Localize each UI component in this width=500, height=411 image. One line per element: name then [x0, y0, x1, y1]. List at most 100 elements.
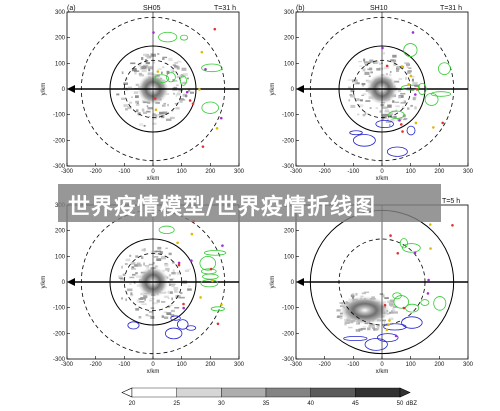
- green-contour: [201, 101, 219, 114]
- x-tick-label: 300: [234, 362, 245, 368]
- green-contour: [179, 75, 187, 86]
- lightning-marker: [414, 121, 418, 125]
- lightning-marker: [219, 116, 223, 120]
- blue-contour: [401, 316, 423, 329]
- panel-a-label: (a): [67, 5, 76, 12]
- y-tick-label: 0: [62, 87, 66, 93]
- lightning-marker: [177, 261, 181, 265]
- lightning-marker: [185, 90, 189, 94]
- green-contour: [210, 306, 225, 312]
- x-tick-label: -200: [90, 362, 103, 368]
- y-axis-label: y/km: [41, 276, 47, 289]
- x-tick-label: 100: [177, 362, 188, 368]
- x-tick-label: -300: [61, 362, 74, 368]
- x-tick-label: 100: [177, 169, 188, 175]
- x-tick-label: -200: [90, 169, 103, 175]
- panel-a-title: SH05: [143, 5, 161, 12]
- lightning-contours: [349, 31, 452, 157]
- y-tick-label: 100: [55, 254, 66, 260]
- lightning-marker: [199, 296, 202, 299]
- lightning-marker: [209, 267, 213, 271]
- lightning-marker: [451, 223, 454, 227]
- y-tick-label: 200: [284, 229, 295, 235]
- blue-contour: [170, 315, 181, 321]
- lightning-marker: [156, 70, 160, 73]
- panel-b-label: (b): [296, 5, 305, 12]
- x-tick-label: 100: [406, 362, 417, 368]
- colorbar-tick-label: 40: [307, 401, 314, 407]
- lightning-marker: [428, 223, 432, 226]
- green-contour: [200, 268, 217, 275]
- colorbar-tick-label: 30: [218, 401, 225, 407]
- x-axis-label: x/km: [147, 176, 160, 182]
- lightning-marker: [177, 263, 181, 267]
- lightning-contours: [343, 223, 454, 351]
- x-tick-label: 300: [234, 169, 245, 175]
- green-contour: [158, 225, 175, 234]
- lightning-marker: [191, 102, 195, 106]
- colorbar-segment: [131, 387, 177, 398]
- panel-b-title: SH10: [370, 5, 388, 12]
- colorbar-segment: [265, 387, 311, 398]
- x-tick-label: -100: [347, 169, 360, 175]
- lightning-marker: [394, 334, 398, 338]
- panel-a: -300-300 -200 -200 -100 -100 0 0 100 100 200 200 30…: [41, 10, 245, 182]
- x-tick-label: -300: [290, 169, 303, 175]
- lightning-marker: [399, 123, 403, 126]
- x-tick-label: -100: [347, 362, 360, 368]
- x-tick-label: 300: [463, 169, 474, 175]
- panel-c: -300-300 -200 -200 -100 -100 0 0 100 100 200 200 30…: [41, 203, 245, 375]
- colorbar-tick-label: 45: [352, 401, 359, 407]
- green-contour: [399, 238, 408, 249]
- y-tick-label: 100: [55, 61, 66, 67]
- green-contour: [180, 34, 189, 41]
- lightning-marker: [182, 302, 185, 306]
- arrowhead: [67, 85, 75, 93]
- y-tick-label: -100: [53, 306, 66, 312]
- colorbar-segment: [221, 387, 267, 398]
- x-tick-label: 300: [463, 362, 474, 368]
- lightning-marker: [213, 27, 217, 31]
- colorbar: 20 25 30 35 40 45 50 dBZ: [121, 387, 417, 407]
- lightning-marker: [396, 251, 400, 255]
- panel-b-time: T=31 h: [440, 5, 462, 12]
- lightning-marker: [152, 31, 155, 34]
- x-axis-label: x/km: [376, 369, 389, 375]
- lightning-marker: [200, 50, 204, 54]
- lightning-marker: [220, 303, 223, 306]
- y-tick-label: 0: [62, 280, 66, 286]
- lightning-contours: [152, 27, 223, 148]
- blue-contour: [343, 335, 368, 341]
- colorbar-tick-label: 50: [397, 401, 404, 407]
- green-contour: [430, 91, 452, 97]
- x-tick-label: 200: [205, 362, 216, 368]
- green-contour: [203, 250, 227, 256]
- arrowhead: [296, 278, 304, 286]
- x-tick-label: -100: [118, 169, 131, 175]
- x-tick-label: -100: [118, 362, 131, 368]
- y-tick-label: 0: [291, 280, 295, 286]
- blue-contour: [383, 323, 407, 331]
- green-contour: [154, 74, 170, 84]
- lightning-marker: [385, 328, 389, 332]
- blue-contour: [386, 146, 408, 157]
- lightning-marker: [204, 68, 207, 71]
- y-tick-label: 300: [284, 10, 295, 16]
- lightning-marker: [153, 97, 157, 100]
- y-tick-label: 200: [55, 36, 66, 42]
- watermark-banner: 世界疫情模型/世界疫情折线图: [58, 184, 441, 222]
- lightning-marker: [182, 306, 185, 310]
- banner-text: 世界疫情模型/世界疫情折线图: [68, 195, 377, 220]
- y-axis-label: y/km: [41, 83, 47, 96]
- lightning-marker: [176, 241, 179, 245]
- colorbar-tick-label: 25: [173, 401, 180, 407]
- lightning-marker: [409, 74, 413, 78]
- lightning-marker: [427, 278, 430, 282]
- y-tick-label: -300: [53, 357, 66, 363]
- lightning-marker: [215, 127, 219, 130]
- y-tick-label: -200: [53, 331, 66, 337]
- lightning-marker: [429, 247, 432, 250]
- panel-d-time: T=5 h: [442, 198, 461, 205]
- y-tick-label: -300: [282, 357, 295, 363]
